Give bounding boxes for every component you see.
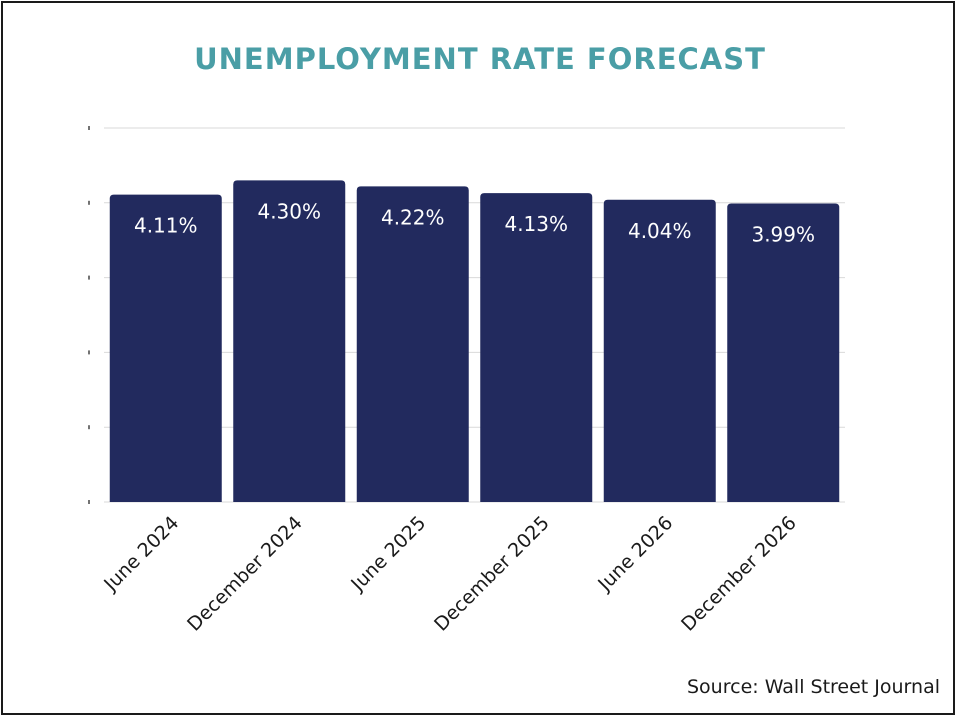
x-tick-label: December 2026: [677, 512, 801, 636]
data-label: 4.04%: [628, 219, 692, 243]
source-note: Source: Wall Street Journal: [687, 676, 940, 698]
bar: [356, 186, 469, 502]
bars: [109, 180, 840, 503]
gridlines: [104, 127, 845, 503]
data-label: 4.13%: [504, 212, 568, 236]
data-label: 3.99%: [751, 223, 815, 247]
x-tick-label: June 2026: [593, 512, 677, 596]
data-label: 4.11%: [134, 214, 198, 238]
data-label: 4.30%: [257, 199, 321, 223]
x-axis-labels: June 2024 December 2024 June 2025 December …: [99, 512, 800, 636]
data-label: 4.22%: [381, 205, 445, 229]
bar: [233, 180, 346, 503]
bar: [603, 199, 716, 503]
chart-title: UNEMPLOYMENT RATE FORECAST: [194, 42, 766, 76]
x-tick-label: December 2024: [183, 512, 307, 636]
bar: [109, 194, 222, 502]
bar: [480, 193, 593, 503]
bar: [727, 203, 840, 502]
data-labels: 4.11% 4.30% 4.22% 4.13% 4.04% 3.99%: [134, 199, 815, 246]
x-tick-label: June 2024: [99, 512, 183, 596]
x-tick-label: December 2025: [430, 512, 554, 636]
x-tick-label: June 2025: [346, 512, 430, 596]
